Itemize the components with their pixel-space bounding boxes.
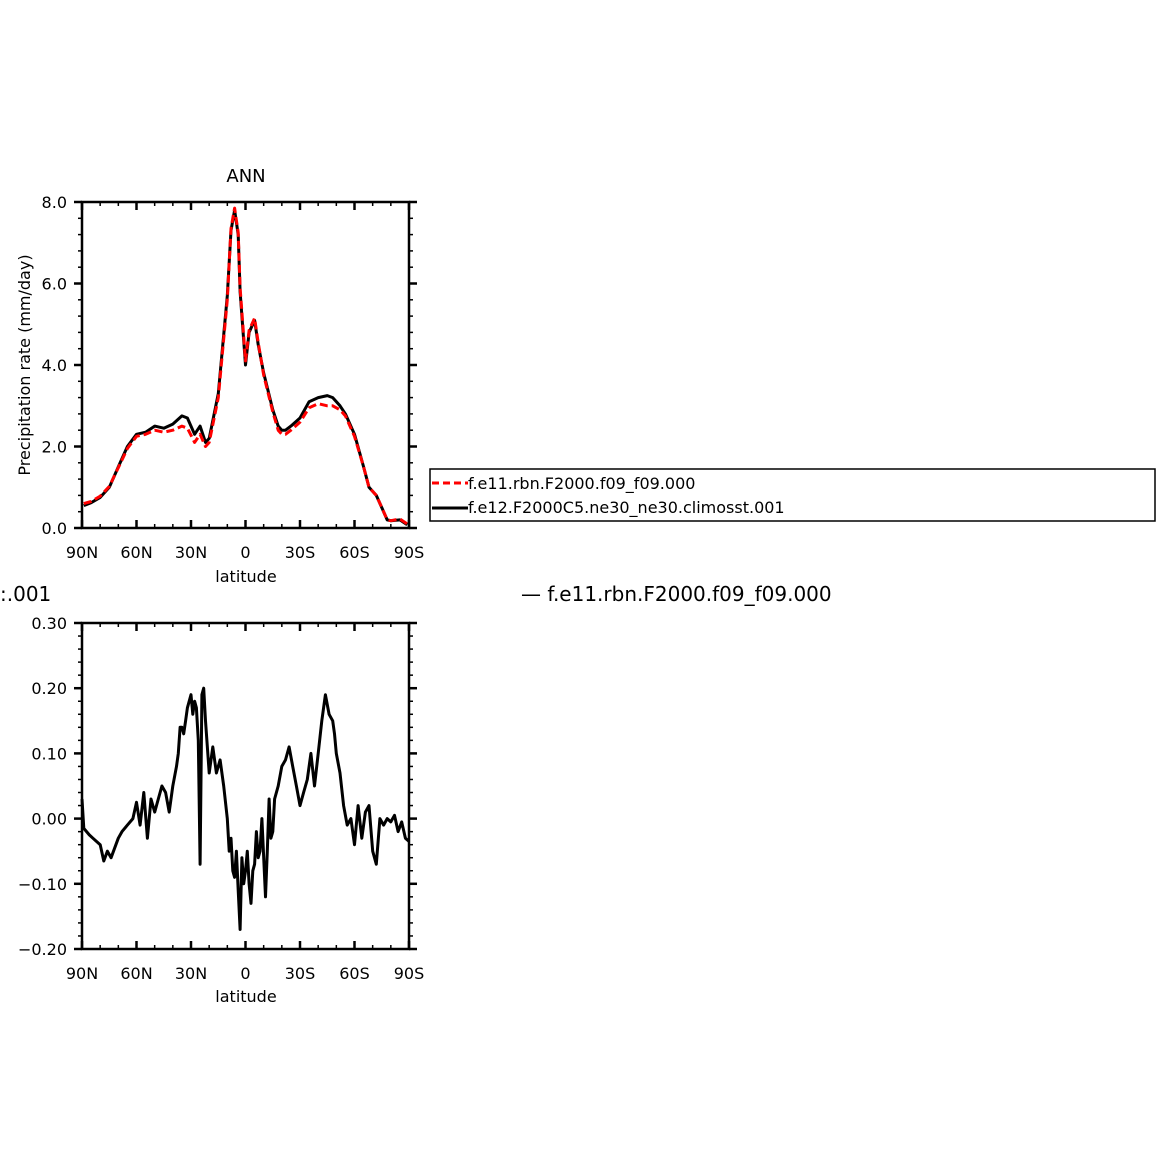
panel-top: ANN 90N 60N 30N 0 30S 60S 90S 0.02.04.06.08.0 … [15, 166, 424, 586]
legend-entry-label: f.e12.F2000C5.ne30_ne30.climosst.001 [468, 498, 785, 518]
legend-box [429, 468, 1156, 522]
x-tick-label: 30S [285, 964, 316, 983]
x-axis-label-bottom: latitude [215, 987, 276, 1006]
x-tick-label: 90N [66, 964, 98, 983]
legend-entry-label: f.e11.rbn.F2000.f09_f09.000 [468, 474, 695, 494]
x-tick-label: 60S [339, 543, 370, 562]
y-tick-label: 0.10 [31, 744, 67, 763]
y-tick-label: 4.0 [42, 356, 67, 375]
x-tick-labels-top: 90N 60N 30N 0 30S 60S 90S [66, 543, 424, 562]
x-tick-label: 30N [175, 964, 207, 983]
series-line-solid [83, 208, 409, 526]
panel-bottom: 90N 60N 30N 0 30S 60S 90S −0.20 −0.10 0.00 0.10 0.… [18, 614, 424, 1006]
x-tick-label: 30S [285, 543, 316, 562]
y-tick-label: 8.0 [42, 193, 67, 212]
y-tick-label: −0.20 [18, 940, 67, 959]
series-line-solid [80, 686, 410, 931]
x-tick-label: 90S [394, 964, 425, 983]
y-axis-label-top: Precipitation rate (mm/day) [15, 254, 34, 475]
y-tick-label: 6.0 [42, 275, 67, 294]
x-tick-label: 30N [175, 543, 207, 562]
y-tick-label: 2.0 [42, 438, 67, 457]
x-axis-label-top: latitude [215, 567, 276, 586]
series-group-bottom [80, 686, 410, 931]
x-tick-label: 60S [339, 964, 370, 983]
x-tick-label: 0 [240, 543, 250, 562]
clipped-legend-fragment: — f.e11.rbn.F2000.f09_f09.000 [521, 582, 832, 606]
chart-title: ANN [226, 166, 265, 187]
x-tick-label: 60N [120, 543, 152, 562]
series-group-top [83, 206, 409, 526]
y-tick-label: 0.20 [31, 679, 67, 698]
x-tick-label: 90N [66, 543, 98, 562]
x-tick-label: 90S [394, 543, 425, 562]
axis-ticks-top [74, 200, 417, 530]
axis-ticks-bottom [74, 621, 417, 951]
legend: f.e11.rbn.F2000.f09_f09.000 f.e12.F2000C… [429, 468, 1156, 522]
clipped-title-fragment: :.001 [0, 582, 51, 606]
y-tick-label: −0.10 [18, 875, 67, 894]
y-tick-labels-bottom: −0.20 −0.10 0.00 0.10 0.20 0.30 [18, 614, 67, 959]
x-tick-labels-bottom: 90N 60N 30N 0 30S 60S 90S [66, 964, 424, 983]
x-tick-label: 60N [120, 964, 152, 983]
x-tick-label: 0 [240, 964, 250, 983]
plot-frame-bottom [80, 621, 411, 951]
y-tick-labels-top: 0.0 2.0 4.0 6.0 8.0 [42, 193, 67, 538]
series-line-dashed [83, 206, 409, 526]
y-tick-label: 0.30 [31, 614, 67, 633]
y-tick-label: 0.0 [42, 519, 67, 538]
y-tick-label: 0.00 [31, 810, 67, 829]
